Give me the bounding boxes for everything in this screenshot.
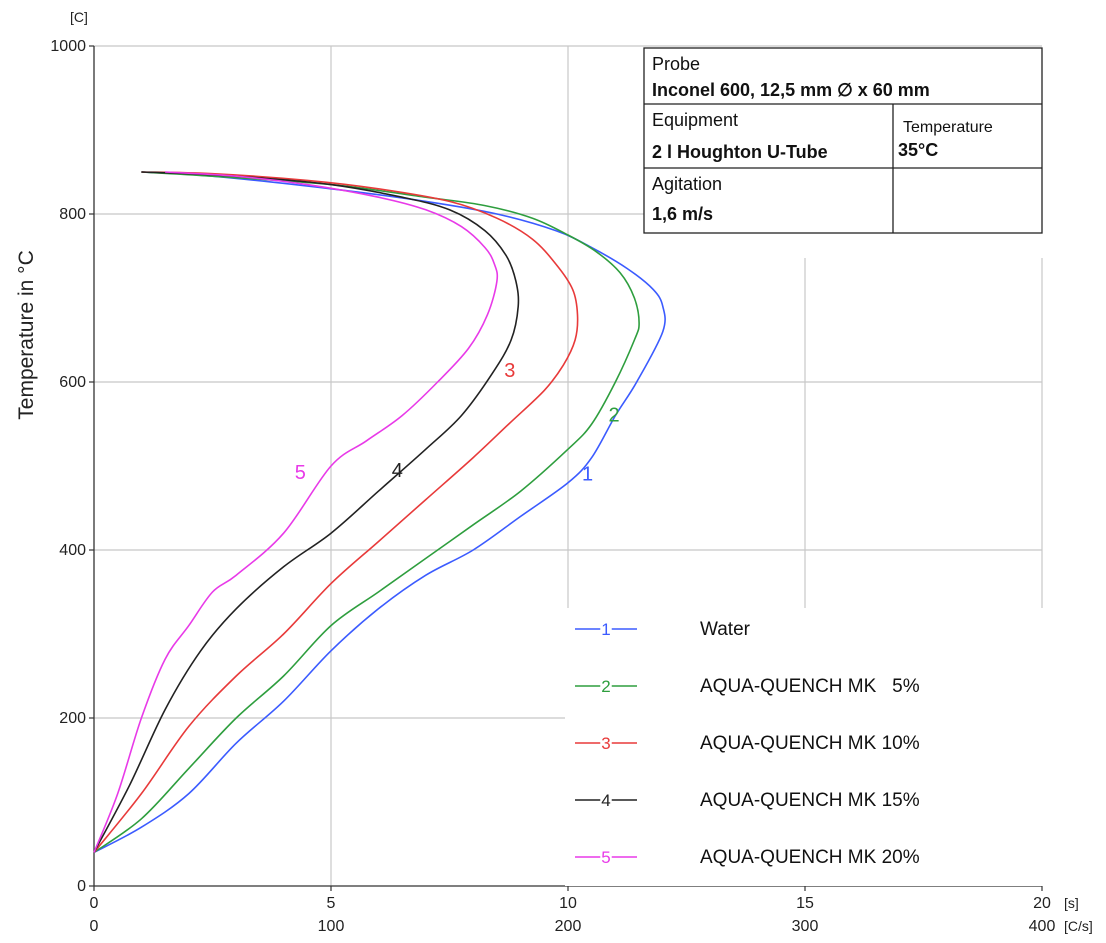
series-line-3 [93, 171, 579, 853]
legend-swatch-number: 2 [601, 677, 610, 696]
series-line-1 [93, 171, 666, 854]
legend-swatch-number: 4 [601, 791, 610, 810]
y-tick-label: 400 [59, 542, 86, 559]
series-number-label-1: 1 [582, 463, 593, 485]
equipment-label: Equipment [652, 110, 738, 130]
series-number-label-2: 2 [608, 405, 619, 427]
x-rate-tick-label: 100 [318, 918, 345, 935]
series-line-4 [93, 171, 520, 853]
y-tick-label: 0 [77, 878, 86, 895]
x-rate-unit-label: [C/s] [1064, 918, 1093, 934]
legend-number-gap [600, 798, 612, 802]
series-line-5 [93, 171, 499, 853]
legend-label: AQUA-QUENCH MK 5% [700, 676, 920, 697]
x-rate-tick-label: 0 [90, 918, 99, 935]
temperature-label: Temperature [903, 119, 993, 136]
legend-label: Water [700, 619, 751, 640]
legend-number-gap [600, 627, 612, 631]
y-tick-label: 200 [59, 710, 86, 727]
probe-value: Inconel 600, 12,5 mm ∅ x 60 mm [652, 80, 930, 100]
legend-number-gap [600, 741, 612, 745]
series-line-2 [93, 171, 640, 854]
legend-label: AQUA-QUENCH MK 15% [700, 790, 920, 811]
axes: 02004006008001000005100102001530020400[s… [50, 38, 1092, 935]
x-time-tick-label: 15 [796, 895, 814, 912]
series-group: 1 2 3 4 5 [93, 171, 666, 854]
probe-label: Probe [652, 54, 700, 74]
y-tick-label: 800 [59, 206, 86, 223]
y-tick-label: 1000 [50, 38, 86, 55]
equipment-value: 2 l Houghton U-Tube [652, 142, 828, 162]
temperature-value: 35°C [898, 140, 938, 160]
y-tick-label: 600 [59, 374, 86, 391]
agitation-label: Agitation [652, 174, 722, 194]
x-rate-tick-label: 300 [792, 918, 819, 935]
x-time-unit-label: [s] [1064, 895, 1079, 911]
legend-number-gap [600, 855, 612, 859]
x-rate-tick-label: 400 [1029, 918, 1056, 935]
info-box-frame [643, 47, 1043, 234]
legend-background [565, 608, 1042, 886]
y-unit-label: [C] [70, 9, 88, 25]
legend-swatch-number: 3 [601, 734, 610, 753]
x-time-tick-label: 20 [1033, 895, 1051, 912]
legend-swatch-number: 5 [601, 848, 610, 867]
y-axis-title: Temperature in °C [15, 250, 38, 419]
legend: 1 Water 2 AQUA-QUENCH MK 5% 3 AQUA-QUENCH MK … [565, 608, 1042, 886]
series-number-label-4: 4 [392, 460, 403, 482]
x-time-tick-label: 10 [559, 895, 577, 912]
series-number-label-5: 5 [295, 462, 306, 484]
x-rate-tick-label: 200 [555, 918, 582, 935]
legend-number-gap [600, 684, 612, 688]
legend-swatch-number: 1 [601, 620, 610, 639]
legend-label: AQUA-QUENCH MK 20% [700, 847, 920, 868]
x-time-tick-label: 5 [327, 895, 336, 912]
legend-label: AQUA-QUENCH MK 10% [700, 733, 920, 754]
series-number-label-3: 3 [504, 360, 515, 382]
info-box: Probe Inconel 600, 12,5 mm ∅ x 60 mm Equ… [643, 47, 1043, 234]
agitation-value: 1,6 m/s [652, 204, 713, 224]
x-time-tick-label: 0 [90, 895, 99, 912]
